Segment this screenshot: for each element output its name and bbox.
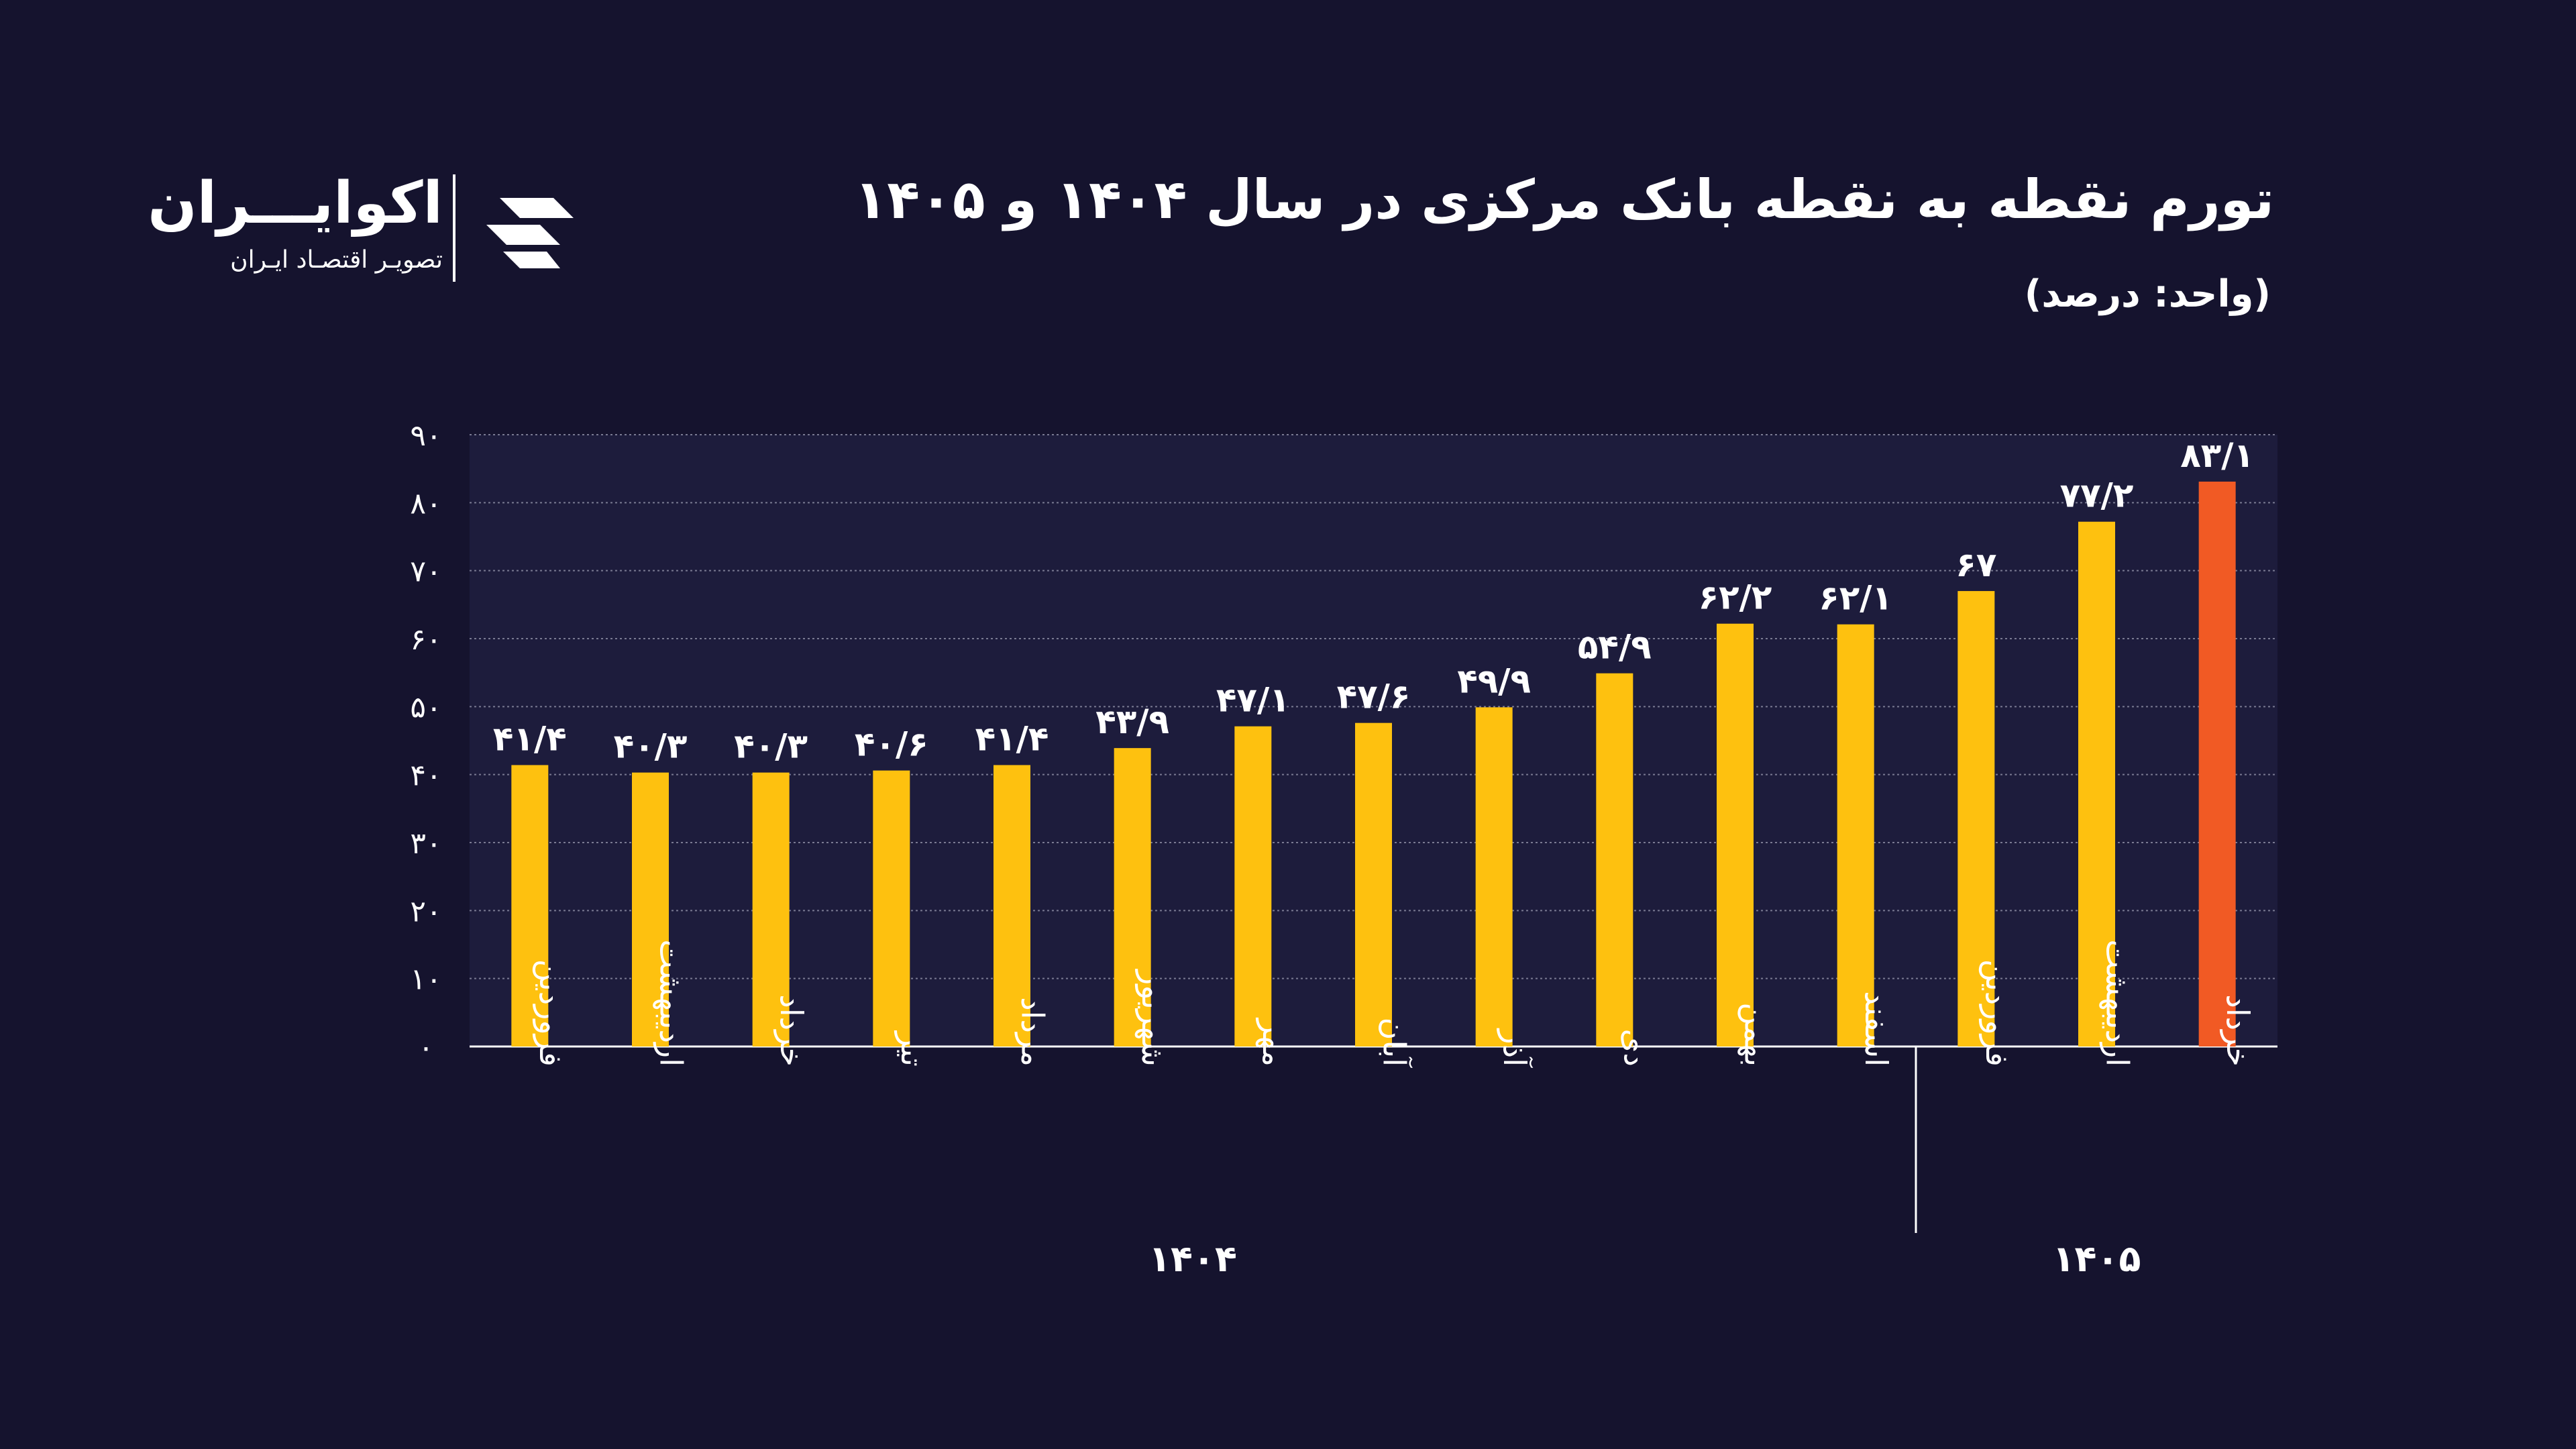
brand-name: اکوایـــران [148,170,443,237]
bar [632,772,669,1046]
y-tick-label: ۰ [418,1030,434,1065]
x-tick-label: آذر [1497,1028,1533,1069]
bar-value-label: ۴۷/۱ [1216,681,1290,720]
x-tick-label: تیر [894,1030,930,1067]
y-tick-label: ۶۰ [410,623,441,657]
bar-value-label: ۸۳/۱ [2180,436,2254,475]
bar-value-label: ۴۳/۹ [1095,702,1169,741]
bar [2198,481,2236,1046]
x-tick-label: اردیبهشت [653,939,690,1067]
bar [1355,722,1392,1046]
y-tick-label: ۱۰ [410,963,441,997]
brand-block: اکوایـــران تصویـر اقتصـاد ایـران [148,171,590,285]
bar-value-label: ۴۱/۴ [493,719,567,758]
unit-label: (واحد: درصد) [2024,272,2271,316]
brand-logo-icon [486,198,574,268]
y-tick-label: ۵۰ [410,690,441,724]
bar-value-label: ۴۹/۹ [1457,661,1531,700]
bar-value-label: ۷۷/۲ [2060,476,2134,515]
bar-value-label: ۵۴/۹ [1578,628,1652,667]
y-tick-label: ۸۰ [410,486,441,521]
year-group-label: ۱۴۰۵ [2053,1238,2141,1280]
bar [1475,707,1513,1046]
brand-tagline: تصویـر اقتصـاد ایـران [230,246,443,274]
x-tick-label: فروردین [532,959,569,1067]
y-tick-label: ۲۰ [410,894,441,928]
x-tick-label: مهر [1255,1018,1292,1067]
y-tick-label: ۷۰ [410,555,441,589]
x-tick-label: خرداد [773,994,810,1067]
bar [752,772,790,1046]
bar-value-label: ۴۱/۴ [975,719,1049,758]
bar-value-label: ۴۰/۶ [855,725,928,764]
x-tick-label: اسفند [1858,991,1894,1067]
x-tick-label: دی [1617,1029,1654,1067]
x-tick-label: اردیبهشت [2100,939,2136,1067]
bar [2078,521,2115,1046]
y-tick-label: ۳۰ [410,826,441,861]
bar [511,765,549,1046]
x-tick-label: بهمن [1737,1002,1774,1067]
brand-divider [453,174,455,282]
x-tick-label: آبان [1377,1018,1413,1069]
bar-value-label: ۶۲/۲ [1699,578,1772,617]
bar-value-label: ۴۰/۳ [614,727,688,766]
bar [1596,673,1633,1046]
bar [1114,748,1151,1046]
x-tick-label: فروردین [1978,959,2015,1067]
bar [873,770,910,1046]
bar-value-label: ۶۷ [1955,545,1996,584]
chart-title: تورم نقطه به نقطه بانک مرکزی در سال ۱۴۰۴… [854,168,2274,231]
y-tick-label: ۹۰ [410,419,441,453]
x-tick-label: شهریور [1134,969,1171,1067]
bar-value-label: ۶۲/۱ [1819,579,1892,618]
bar [994,765,1030,1046]
x-tick-label: مرداد [1014,997,1051,1067]
bar [1957,591,1995,1046]
x-tick-label: خرداد [2219,994,2256,1067]
bar-value-label: ۴۷/۶ [1337,678,1411,716]
bar-value-label: ۴۰/۳ [734,727,808,766]
bar [1717,623,1754,1046]
y-tick-label: ۴۰ [410,759,441,793]
bar [1234,726,1272,1046]
year-group-label: ۱۴۰۴ [1148,1238,1237,1280]
bar [1837,624,1874,1046]
